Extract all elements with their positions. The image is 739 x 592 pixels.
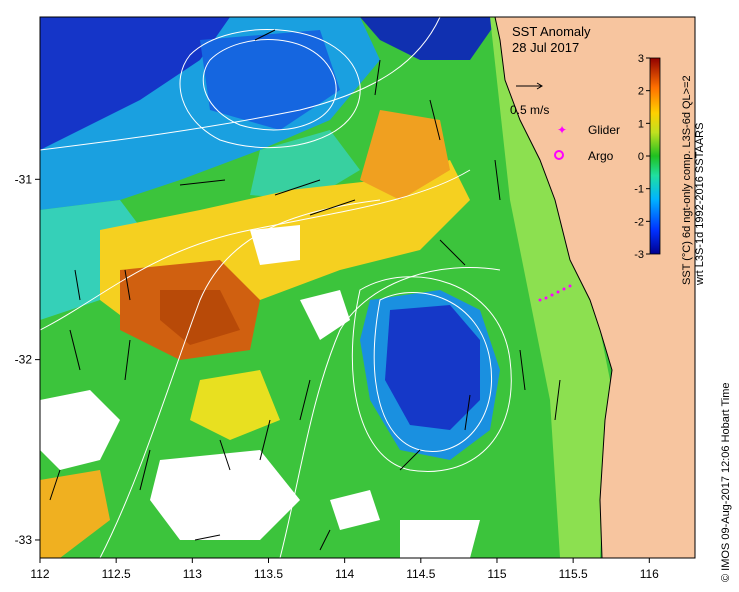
colorbar-tick-label: -3 <box>634 249 644 261</box>
y-tick-label: -32 <box>15 353 33 367</box>
y-tick-label: -33 <box>15 533 33 547</box>
map-field <box>40 17 695 558</box>
argo-marker-icon <box>554 150 564 160</box>
colorbar-tick-label: 3 <box>638 53 644 65</box>
x-tick-label: 113 <box>183 567 202 581</box>
legend-argo: Argo <box>554 149 614 163</box>
x-tick-label: 112 <box>30 567 49 581</box>
land-mass <box>494 17 695 558</box>
x-tick-label: 115 <box>487 567 506 581</box>
glider-track <box>538 284 572 302</box>
cold-eddy-core <box>385 305 480 430</box>
scale-label: 0.5 m/s <box>510 103 549 117</box>
argo-label: Argo <box>588 149 614 163</box>
cold-core-nw <box>40 17 230 150</box>
scale-arrow <box>516 82 543 90</box>
x-tick-label: 113.5 <box>254 567 283 581</box>
colorbar <box>649 57 661 255</box>
x-tick-label: 115.5 <box>559 567 588 581</box>
x-tick-label: 114 <box>335 567 354 581</box>
x-tick-label: 112.5 <box>102 567 131 581</box>
glider-marker-icon: ✦ <box>557 123 567 137</box>
nodata-patch-4 <box>400 520 480 558</box>
colorbar-tick-label: -2 <box>634 216 644 228</box>
cold-eddy-north <box>200 30 340 130</box>
map-title: SST Anomaly <box>512 24 591 39</box>
y-tick-label: -31 <box>15 172 33 186</box>
nodata-patch-5 <box>250 225 300 265</box>
colorbar-ticks: 3 2 1 0 -1 -2 -3 <box>634 53 650 261</box>
cold-region-north <box>360 17 500 60</box>
plot-frame <box>39 16 696 559</box>
colorbar-tick-label: 2 <box>638 86 644 98</box>
credit-text: © IMOS 09-Aug-2017 12:06 Hobart Time <box>720 383 732 582</box>
nodata-patch-2 <box>150 450 300 540</box>
coastal-strip <box>490 17 610 558</box>
legend-glider: ✦ Glider <box>557 123 620 137</box>
yellow-patch-s <box>190 370 280 440</box>
current-arrows <box>49 29 561 551</box>
nodata-patch-6 <box>330 490 380 530</box>
map-date: 28 Jul 2017 <box>512 40 579 55</box>
x-axis: 112 112.5 113 113.5 114 114.5 115 115.5 116 <box>30 558 659 581</box>
hot-core-w <box>160 290 240 345</box>
x-tick-label: 114.5 <box>406 567 435 581</box>
ssh-contours <box>40 17 512 558</box>
colorbar-caption-1: SST (°C) 6d ngt-only comp. L3S-6d QL>=2 <box>681 75 693 285</box>
colorbar-tick-label: 0 <box>638 151 644 163</box>
colorbar-tick-label: -1 <box>634 184 644 196</box>
x-tick-label: 116 <box>640 567 659 581</box>
glider-label: Glider <box>588 123 620 137</box>
colorbar-tick-label: 1 <box>638 118 644 130</box>
warm-patch-ne <box>360 110 450 200</box>
warm-patch-sw <box>40 470 110 558</box>
colorbar-caption-2: wrt L3S-1d 1992-2016 SSTAARS <box>694 123 706 286</box>
nodata-patch-3 <box>300 290 350 340</box>
nodata-patch-1 <box>40 390 120 470</box>
y-axis: -31 -32 -33 <box>15 172 40 547</box>
